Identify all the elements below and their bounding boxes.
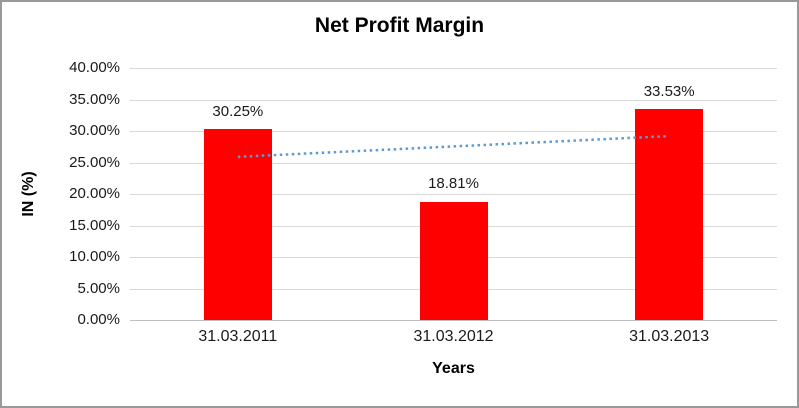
x-tick-label: 31.03.2012 <box>413 328 494 345</box>
gridline <box>130 162 777 164</box>
bar <box>635 108 704 320</box>
bar-value-label: 30.25% <box>212 103 264 121</box>
y-tick-label: 30.00% <box>69 122 120 139</box>
bar <box>203 129 272 320</box>
bar-value-label: 18.81% <box>428 175 479 193</box>
gridline <box>130 131 777 132</box>
y-tick-label: 40.00% <box>69 59 120 76</box>
plot-area: 30.25% 18.81% 33.53% <box>130 68 777 321</box>
gridline <box>130 194 777 195</box>
x-tick-label: 31.03.2013 <box>629 328 710 345</box>
x-tick-label: 31.03.2011 <box>198 328 278 345</box>
y-tick-label: 10.00% <box>69 248 120 265</box>
bar <box>419 201 488 320</box>
y-tick-label: 35.00% <box>69 90 120 108</box>
x-axis-title: Years <box>432 360 475 377</box>
gridline <box>130 99 777 101</box>
y-tick-label: 20.00% <box>69 185 120 202</box>
trendline-segment <box>237 134 670 159</box>
y-tick-label: 15.00% <box>69 216 120 234</box>
chart-title: Net Profit Margin <box>314 14 485 37</box>
bar-value-label: 33.53% <box>643 82 695 100</box>
gridline <box>130 68 777 69</box>
y-tick-label: 25.00% <box>69 153 120 171</box>
y-tick-label: 5.00% <box>77 279 120 297</box>
x-axis-line <box>130 320 777 321</box>
y-tick-label: 0.00% <box>77 311 120 328</box>
